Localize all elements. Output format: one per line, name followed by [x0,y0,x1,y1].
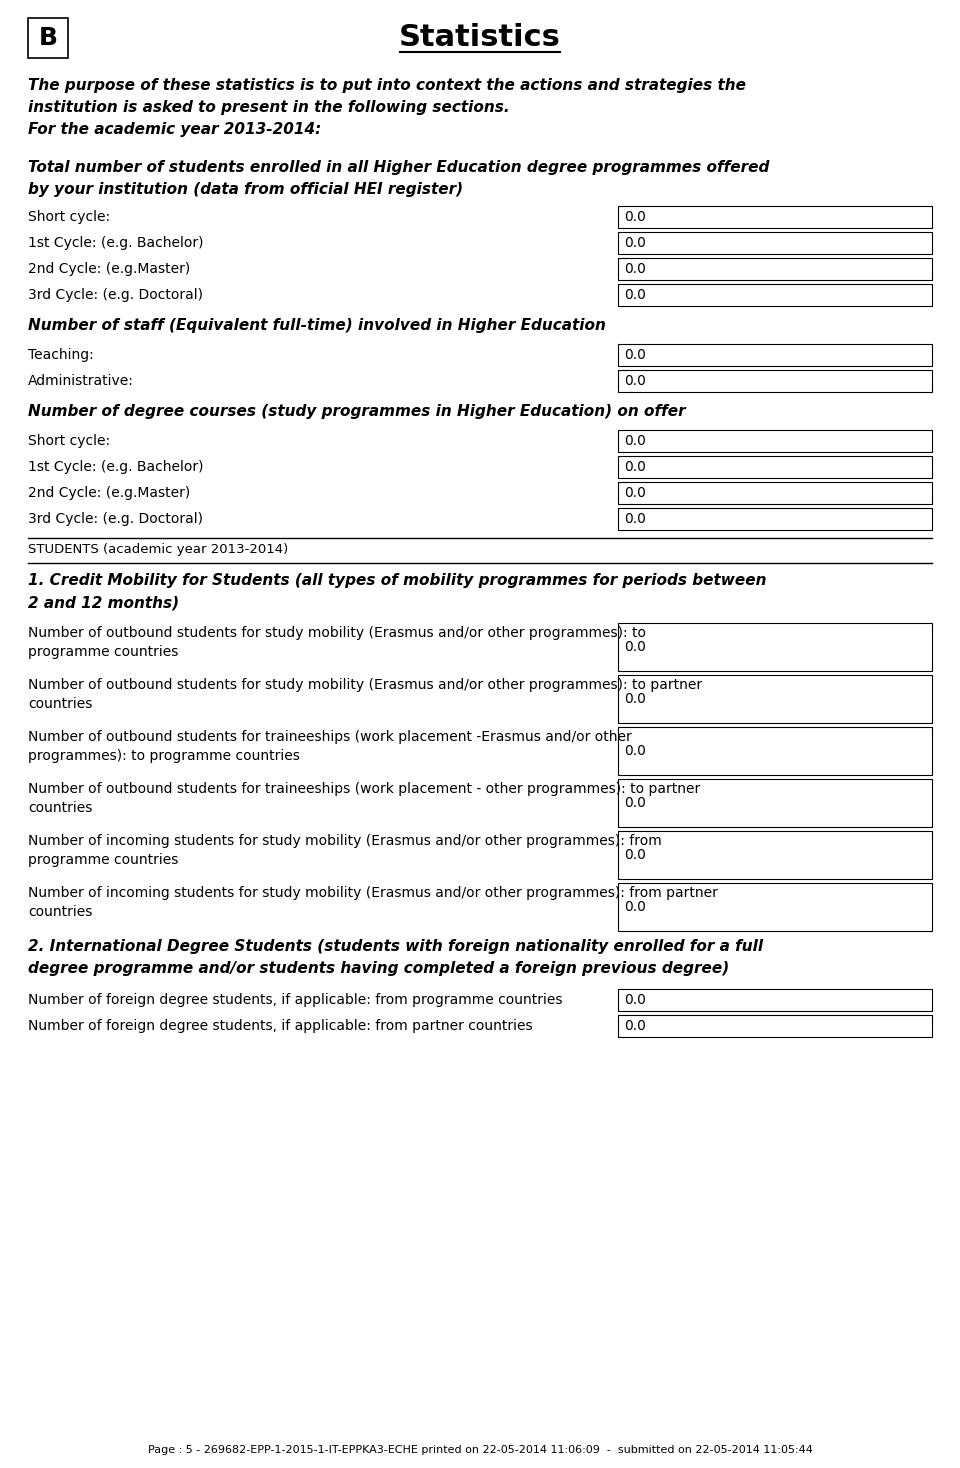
Text: 0.0: 0.0 [624,374,646,388]
Bar [618,457,932,479]
Text: Number of outbound students for study mobility (Erasmus and/or other programmes): Number of outbound students for study mo… [28,678,702,691]
Text: 3rd Cycle: (e.g. Doctoral): 3rd Cycle: (e.g. Doctoral) [28,512,203,526]
Text: 0.0: 0.0 [624,210,646,225]
Text: The purpose of these statistics is to put into context the actions and strategie: The purpose of these statistics is to pu… [28,78,746,92]
Text: 0.0: 0.0 [624,992,646,1007]
Text: 0.0: 0.0 [624,796,646,810]
Text: Number of foreign degree students, if applicable: from programme countries: Number of foreign degree students, if ap… [28,992,563,1007]
Text: 1st Cycle: (e.g. Bachelor): 1st Cycle: (e.g. Bachelor) [28,459,204,474]
Text: 0.0: 0.0 [624,288,646,302]
Text: 2nd Cycle: (e.g.Master): 2nd Cycle: (e.g.Master) [28,261,190,276]
Text: Number of foreign degree students, if applicable: from partner countries: Number of foreign degree students, if ap… [28,1019,533,1033]
Text: countries: countries [28,904,92,919]
Bar [618,727,932,775]
Text: 0.0: 0.0 [624,849,646,862]
Text: degree programme and/or students having completed a foreign previous degree): degree programme and/or students having … [28,962,730,976]
Text: 1st Cycle: (e.g. Bachelor): 1st Cycle: (e.g. Bachelor) [28,236,204,250]
Text: 0.0: 0.0 [624,744,646,757]
Text: 0.0: 0.0 [624,459,646,474]
Text: 0.0: 0.0 [624,691,646,706]
Text: 0.0: 0.0 [624,512,646,526]
Bar [618,370,932,392]
Bar [618,1014,932,1036]
Text: 0.0: 0.0 [624,348,646,363]
Text: For the academic year 2013-2014:: For the academic year 2013-2014: [28,122,322,137]
Bar [618,344,932,366]
Text: B: B [38,26,58,50]
Text: Number of outbound students for study mobility (Erasmus and/or other programmes): Number of outbound students for study mo… [28,625,646,640]
Text: 0.0: 0.0 [624,640,646,655]
Text: 0.0: 0.0 [624,236,646,250]
Bar [618,989,932,1011]
Text: Short cycle:: Short cycle: [28,210,110,225]
Text: Number of degree courses (study programmes in Higher Education) on offer: Number of degree courses (study programm… [28,404,685,418]
Text: Total number of students enrolled in all Higher Education degree programmes offe: Total number of students enrolled in all… [28,160,769,175]
Text: 0.0: 0.0 [624,900,646,915]
Bar [618,882,932,931]
Bar [618,232,932,254]
Text: countries: countries [28,802,92,815]
Text: programmes): to programme countries: programmes): to programme countries [28,749,300,763]
Bar [618,206,932,228]
Text: 0.0: 0.0 [624,486,646,501]
Text: Number of staff (Equivalent full-time) involved in Higher Education: Number of staff (Equivalent full-time) i… [28,319,606,333]
Bar [618,831,932,879]
Text: Number of incoming students for study mobility (Erasmus and/or other programmes): Number of incoming students for study mo… [28,834,661,849]
Text: institution is asked to present in the following sections.: institution is asked to present in the f… [28,100,510,115]
Bar [28,18,68,59]
Bar [618,508,932,530]
Bar [618,482,932,504]
Text: 0.0: 0.0 [624,435,646,448]
Text: Number of incoming students for study mobility (Erasmus and/or other programmes): Number of incoming students for study mo… [28,887,718,900]
Text: 0.0: 0.0 [624,261,646,276]
Bar [618,675,932,724]
Bar [618,283,932,305]
Text: Short cycle:: Short cycle: [28,435,110,448]
Text: Page : 5 - 269682-EPP-1-2015-1-IT-EPPKA3-ECHE printed on 22-05-2014 11:06:09  - : Page : 5 - 269682-EPP-1-2015-1-IT-EPPKA3… [148,1445,812,1455]
Text: 1. Credit Mobility for Students (all types of mobility programmes for periods be: 1. Credit Mobility for Students (all typ… [28,573,766,589]
Text: 3rd Cycle: (e.g. Doctoral): 3rd Cycle: (e.g. Doctoral) [28,288,203,302]
Bar [618,622,932,671]
Text: Number of outbound students for traineeships (work placement -Erasmus and/or oth: Number of outbound students for trainees… [28,730,632,744]
Text: by your institution (data from official HEI register): by your institution (data from official … [28,182,463,197]
Text: Statistics: Statistics [399,23,561,53]
Text: 0.0: 0.0 [624,1019,646,1033]
Text: 2 and 12 months): 2 and 12 months) [28,595,180,611]
Text: Number of outbound students for traineeships (work placement - other programmes): Number of outbound students for trainees… [28,782,700,796]
Text: Administrative:: Administrative: [28,374,133,388]
Bar [618,430,932,452]
Bar [618,780,932,826]
Text: 2nd Cycle: (e.g.Master): 2nd Cycle: (e.g.Master) [28,486,190,501]
Text: 2. International Degree Students (students with foreign nationality enrolled for: 2. International Degree Students (studen… [28,940,763,954]
Text: programme countries: programme countries [28,644,179,659]
Text: countries: countries [28,697,92,711]
Bar [618,258,932,280]
Text: programme countries: programme countries [28,853,179,868]
Text: STUDENTS (academic year 2013-2014): STUDENTS (academic year 2013-2014) [28,543,288,556]
Text: Teaching:: Teaching: [28,348,94,363]
